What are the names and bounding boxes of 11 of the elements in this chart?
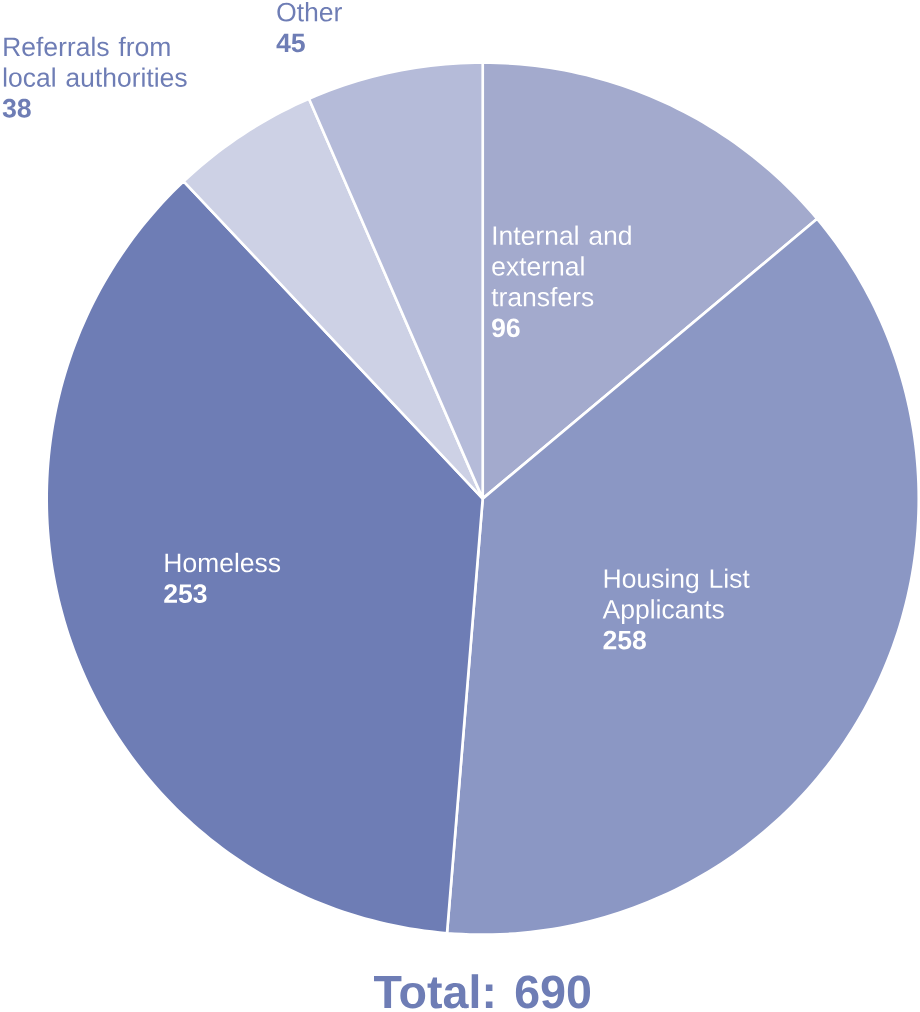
data-label: 38 [2,98,31,118]
data-label: 258 [603,630,646,650]
slice-label: Other [277,2,342,22]
slice-label: Housing List Applicants [602,568,750,624]
slice-label: Internal and external transfers [491,225,631,307]
data-label: 96 [492,318,520,338]
text: Total: 690 [373,974,590,1009]
data-label: 45 [276,33,305,53]
data-label: 253 [164,584,207,603]
slice-label: Homeless [165,552,281,573]
slice-label: Referrals from local authorities [3,36,187,87]
